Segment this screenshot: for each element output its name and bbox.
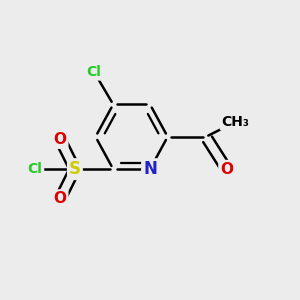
Text: O: O <box>220 162 233 177</box>
Text: Cl: Cl <box>87 65 101 79</box>
Text: N: N <box>143 160 157 178</box>
Text: O: O <box>54 191 67 206</box>
Text: CH₃: CH₃ <box>221 115 249 129</box>
Text: S: S <box>69 160 81 178</box>
Text: O: O <box>54 132 67 147</box>
Text: Cl: Cl <box>28 162 43 176</box>
